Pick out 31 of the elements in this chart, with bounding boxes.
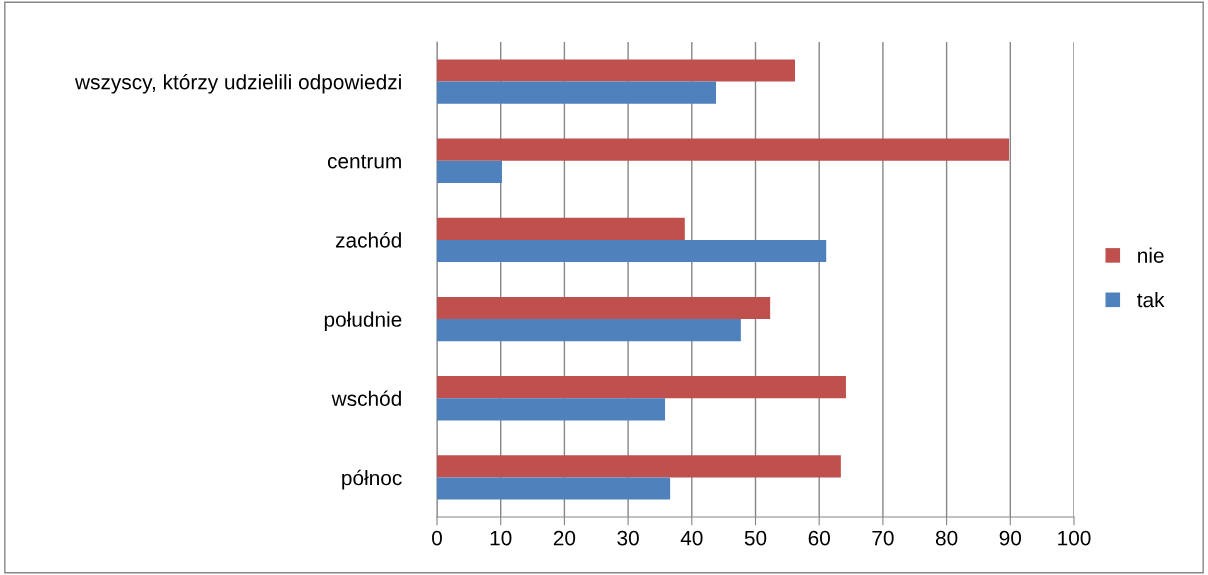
bar (437, 160, 502, 183)
x-tick-label: 20 (553, 530, 576, 546)
bar (437, 376, 846, 399)
bar (437, 59, 795, 82)
x-tick-label: 80 (935, 530, 958, 546)
legend-label: nie (1138, 247, 1164, 263)
y-tick-label: zachód (335, 232, 401, 248)
legend-label: tak (1137, 292, 1165, 308)
bar (437, 477, 671, 500)
y-tick-label: północ (342, 469, 402, 490)
y-tick-label: południe (324, 311, 402, 331)
y-tick-label: wschód (331, 390, 401, 406)
y-tick-label: wszyscy, którzy udzielili odpowiedzi (74, 73, 401, 94)
x-tick-label: 60 (808, 530, 830, 546)
x-tick-label: 0 (432, 530, 442, 546)
bar (437, 455, 841, 478)
bar (437, 138, 1010, 161)
bar (437, 398, 666, 421)
x-tick-label: 40 (680, 530, 703, 546)
x-tick-label: 10 (490, 530, 512, 546)
x-tick-label: 90 (999, 530, 1022, 546)
x-tick-label: 70 (872, 530, 894, 546)
x-tick-label: 30 (617, 530, 639, 546)
bar (437, 319, 741, 342)
bar (437, 296, 771, 320)
y-tick-label: centrum (327, 154, 401, 169)
bar (437, 239, 827, 263)
bar (437, 81, 717, 104)
x-tick-label: 100 (1058, 530, 1091, 546)
bar (437, 217, 685, 240)
x-tick-label: 50 (744, 530, 767, 546)
